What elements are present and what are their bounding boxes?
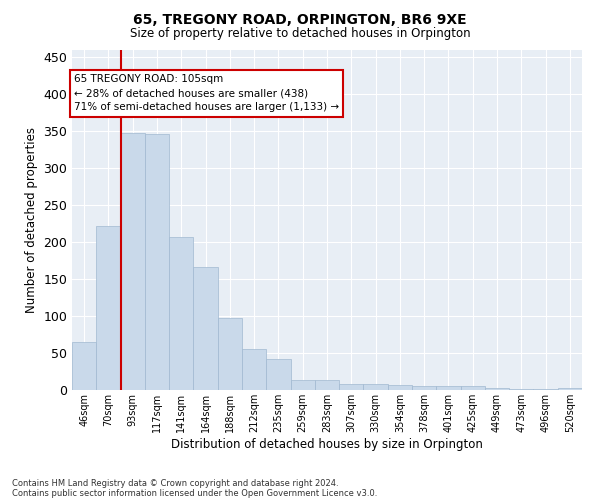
Bar [533, 388, 558, 390]
Bar [72, 342, 96, 390]
Bar [485, 388, 509, 390]
Bar [509, 388, 533, 390]
Bar [169, 237, 193, 390]
Text: 65 TREGONY ROAD: 105sqm
← 28% of detached houses are smaller (438)
71% of semi-d: 65 TREGONY ROAD: 105sqm ← 28% of detache… [74, 74, 339, 112]
Bar [145, 134, 169, 390]
Y-axis label: Number of detached properties: Number of detached properties [25, 127, 38, 313]
Bar [315, 380, 339, 390]
X-axis label: Distribution of detached houses by size in Orpington: Distribution of detached houses by size … [171, 438, 483, 450]
Bar [121, 133, 145, 390]
Bar [96, 226, 121, 390]
Bar [364, 384, 388, 390]
Bar [461, 386, 485, 390]
Bar [412, 386, 436, 390]
Bar [388, 385, 412, 390]
Bar [242, 350, 266, 390]
Bar [193, 266, 218, 390]
Bar [290, 380, 315, 390]
Bar [266, 359, 290, 390]
Text: Size of property relative to detached houses in Orpington: Size of property relative to detached ho… [130, 28, 470, 40]
Text: 65, TREGONY ROAD, ORPINGTON, BR6 9XE: 65, TREGONY ROAD, ORPINGTON, BR6 9XE [133, 12, 467, 26]
Bar [558, 388, 582, 390]
Bar [339, 384, 364, 390]
Text: Contains HM Land Registry data © Crown copyright and database right 2024.: Contains HM Land Registry data © Crown c… [12, 478, 338, 488]
Bar [436, 386, 461, 390]
Text: Contains public sector information licensed under the Open Government Licence v3: Contains public sector information licen… [12, 488, 377, 498]
Bar [218, 318, 242, 390]
